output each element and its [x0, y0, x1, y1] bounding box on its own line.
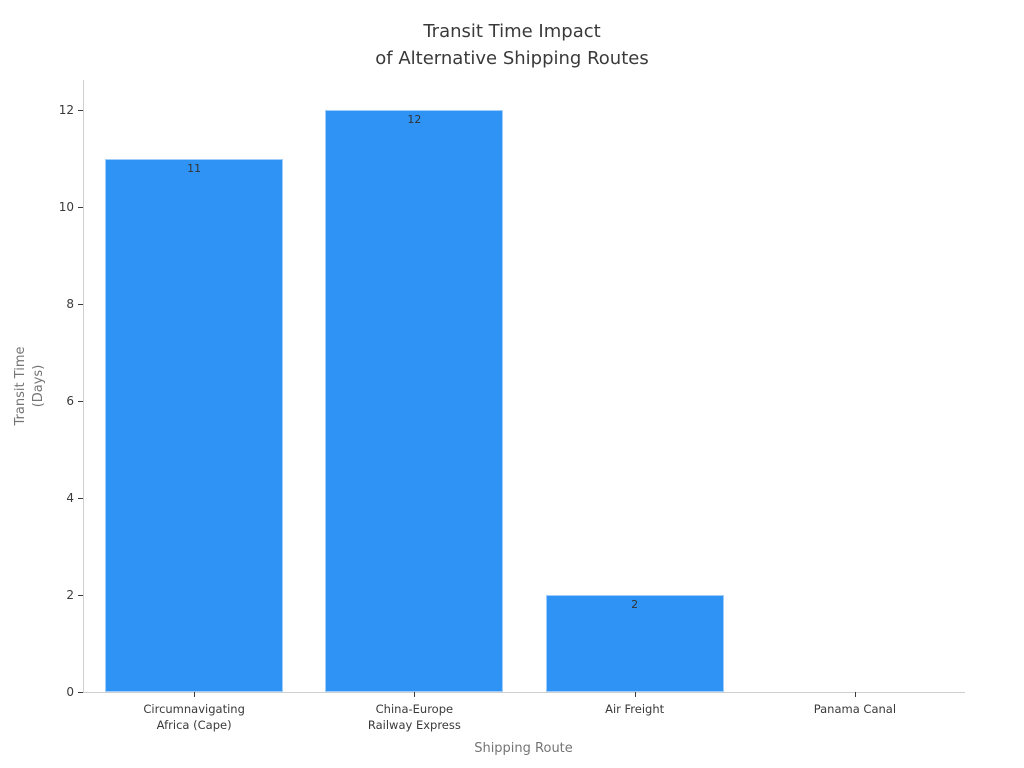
x-category-label: Panama Canal	[813, 702, 897, 716]
x-axis-tick	[635, 692, 636, 697]
bar	[325, 110, 503, 692]
bar-value-label: 11	[187, 162, 202, 175]
x-axis-tick	[855, 692, 856, 697]
x-axis-tick	[194, 692, 195, 697]
plot-area: 0 2 4 6 8 10 12 11 Circumnavigating Africa (Cape…	[59, 80, 965, 732]
y-axis-tick-label: 2	[66, 588, 74, 602]
y-axis-tick-label: 0	[66, 685, 74, 699]
y-axis-tick-label: 12	[58, 103, 74, 118]
bar	[546, 595, 724, 692]
y-axis-tick	[78, 303, 83, 305]
y-axis-tick-label: 10	[58, 200, 74, 215]
y-axis-tick	[78, 206, 83, 208]
y-axis-tick-label: 6	[66, 394, 74, 409]
y-axis-tick	[78, 691, 83, 693]
bar-value-label: 12	[407, 113, 422, 126]
y-axis-tick	[78, 400, 83, 402]
x-category-label: Circumnavigating Africa (Cape)	[143, 702, 245, 732]
chart-title: Transit Time Impact of Alternative Shipp…	[375, 21, 649, 69]
bar	[105, 159, 283, 692]
y-axis-tick-label: 8	[66, 297, 74, 312]
x-axis-tick	[414, 692, 415, 697]
bar-value-label: 2	[631, 598, 639, 611]
y-axis-tick-label: 4	[66, 491, 74, 506]
x-axis-title: Shipping Route	[474, 741, 573, 756]
y-axis-title: Transit Time (Days)	[13, 346, 46, 426]
x-category-label: China-Europe Railway Express	[367, 702, 461, 732]
y-axis-tick	[78, 497, 83, 499]
x-category-label: Air Freight	[605, 702, 665, 716]
y-axis-tick	[78, 109, 83, 111]
y-axis-tick	[78, 594, 83, 596]
